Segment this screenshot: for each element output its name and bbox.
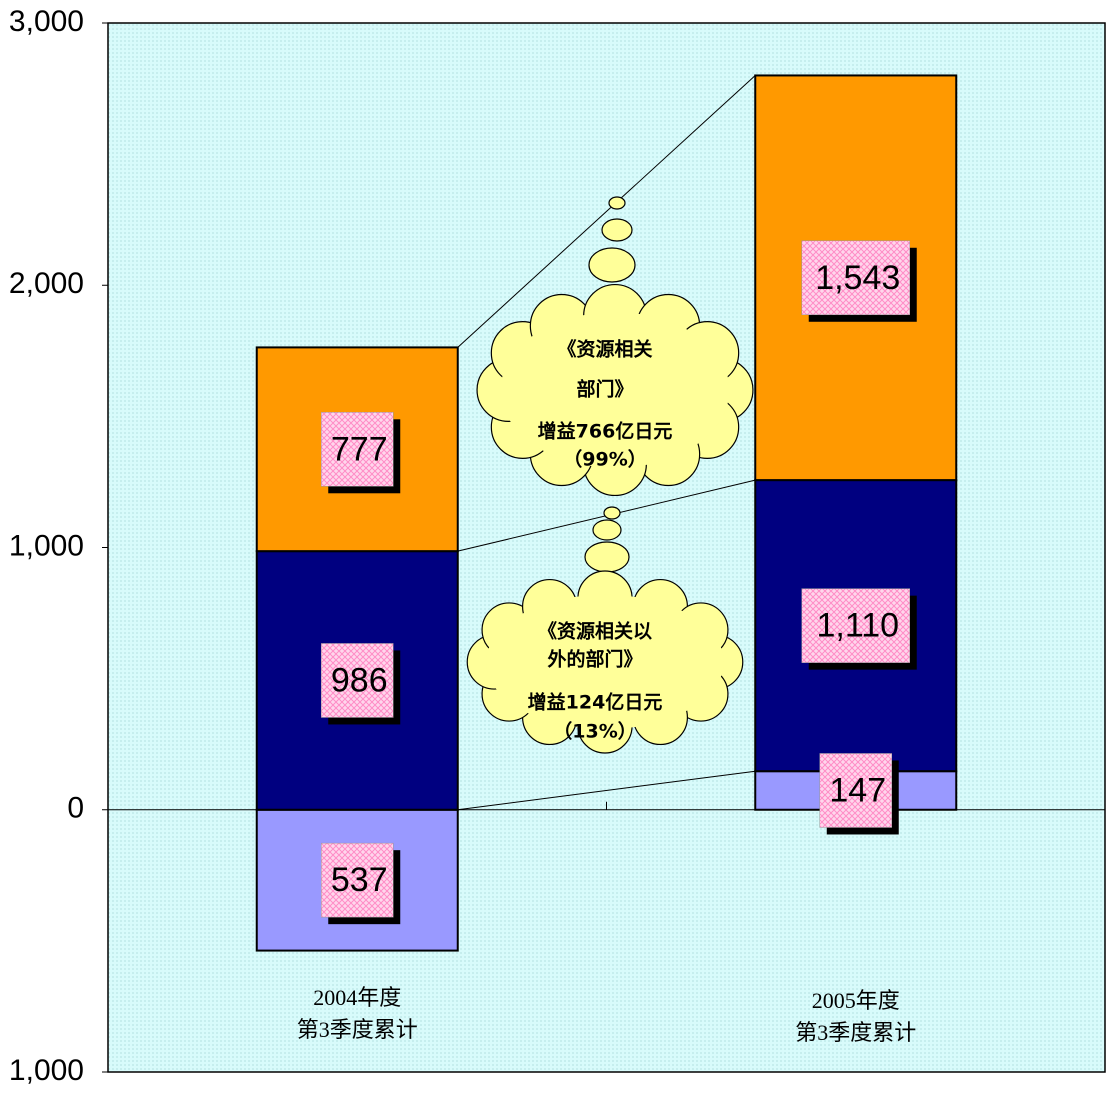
annotation: 《资源相关以 — [538, 620, 652, 643]
annotation: 部门》 — [576, 378, 633, 401]
annotation: （99%） — [563, 448, 646, 471]
data-label: 986 — [331, 661, 388, 699]
cloud-bubble — [584, 541, 630, 573]
x-tick-label: 第3季度累计 — [795, 1020, 916, 1045]
cloud-bubble — [608, 196, 626, 210]
connector-line — [457, 770, 756, 811]
data-label: 1,543 — [815, 259, 900, 297]
label-box — [321, 412, 394, 487]
x-tick-label: 2005年度 — [812, 988, 900, 1013]
annotation: 增益124亿日元 — [528, 691, 663, 714]
label-box — [819, 753, 892, 828]
annotation: 增益766亿日元 — [538, 420, 673, 443]
y-tick-label: 2,000 — [9, 267, 84, 300]
x-tick-label: 第3季度累计 — [297, 1017, 418, 1042]
connector-line — [457, 75, 756, 348]
y-tick-label: 1,000 — [9, 1054, 84, 1087]
y-tick-label: 3,000 — [9, 5, 84, 38]
label-box — [801, 588, 910, 663]
label-box — [321, 842, 394, 918]
cloud-bubble — [588, 247, 636, 283]
y-tick-label: 0 — [67, 792, 84, 825]
cloud-bubble — [603, 506, 621, 520]
cloud-bubble — [592, 519, 622, 541]
label-box — [321, 643, 394, 718]
data-label: 537 — [331, 861, 388, 899]
y-tick-label: 1,000 — [9, 529, 84, 562]
cloud-body — [500, 312, 730, 468]
data-label: 1,110 — [816, 607, 899, 645]
annotation: 外的部门》 — [547, 648, 642, 671]
label-box — [801, 240, 910, 316]
data-label: 147 — [829, 771, 886, 809]
annotation: 《资源相关 — [557, 338, 652, 361]
cloud-bubble — [601, 218, 633, 242]
cloud-body — [486, 594, 724, 730]
annotation: （13%） — [553, 720, 636, 743]
data-label: 777 — [331, 430, 388, 468]
x-tick-label: 2004年度 — [313, 985, 401, 1010]
